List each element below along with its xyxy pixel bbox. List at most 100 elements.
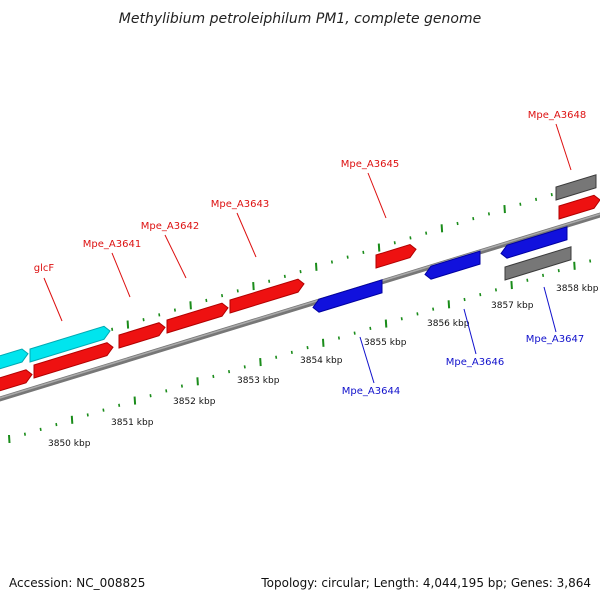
- inner-major-tick: [259, 357, 262, 367]
- tick-label: 3854 kbp: [300, 356, 343, 366]
- outer-minor-tick: [268, 279, 271, 283]
- gene-label[interactable]: glcF: [34, 263, 55, 274]
- inner-minor-tick: [557, 268, 560, 273]
- outer-minor-tick: [456, 221, 459, 226]
- genome-backbone-highlight: [0, 213, 600, 399]
- inner-minor-tick: [290, 350, 293, 355]
- inner-major-tick: [573, 261, 576, 270]
- gene-leader-line: [359, 336, 375, 384]
- gene-label[interactable]: Mpe_A3643: [211, 199, 269, 210]
- inner-minor-tick: [243, 365, 246, 369]
- outer-minor-tick: [550, 192, 553, 197]
- inner-major-tick: [196, 377, 199, 386]
- inner-minor-tick: [589, 259, 592, 263]
- gene-arrow[interactable]: [118, 322, 166, 349]
- gene-label[interactable]: Mpe_A3647: [526, 334, 584, 345]
- outer-major-tick: [503, 204, 506, 214]
- gene-arrow[interactable]: [312, 279, 383, 313]
- outer-minor-tick: [158, 313, 161, 317]
- gene-arrow[interactable]: [0, 369, 33, 392]
- outer-major-tick: [126, 320, 130, 329]
- outer-major-tick: [440, 224, 444, 233]
- gene-arrow[interactable]: [424, 250, 481, 280]
- map-title: Methylibium petroleiphilum PM1, complete…: [119, 11, 481, 27]
- inner-minor-tick: [542, 273, 545, 278]
- accession-text: Accession: NC_008825: [9, 576, 145, 590]
- tick-label: 3853 kbp: [237, 376, 280, 386]
- outer-major-tick: [315, 262, 318, 271]
- inner-major-tick: [510, 280, 513, 290]
- outer-minor-tick: [221, 293, 224, 298]
- gene-leader-line: [555, 123, 572, 171]
- gene-leader-line: [543, 286, 557, 333]
- gene-label[interactable]: Mpe_A3641: [83, 239, 141, 250]
- inner-major-tick: [447, 300, 451, 309]
- gene-leader-line: [43, 277, 63, 322]
- gene-arrow[interactable]: [0, 348, 29, 370]
- outer-minor-tick: [487, 212, 490, 216]
- gene-label[interactable]: Mpe_A3645: [341, 159, 399, 170]
- outer-minor-tick: [409, 236, 412, 240]
- outer-minor-tick: [111, 327, 114, 331]
- inner-minor-tick: [149, 394, 152, 398]
- inner-minor-tick: [479, 293, 482, 297]
- gene-leader-line: [367, 172, 387, 219]
- genome-backbone: [0, 212, 600, 402]
- gene-leader-line: [236, 212, 257, 258]
- gene-label[interactable]: Mpe_A3642: [141, 221, 199, 232]
- inner-minor-tick: [400, 317, 403, 321]
- tick-label: 3851 kbp: [111, 418, 154, 428]
- inner-minor-tick: [337, 336, 340, 340]
- outer-major-tick: [252, 281, 255, 291]
- inner-minor-tick: [275, 355, 278, 359]
- inner-minor-tick: [369, 326, 372, 330]
- gene-arrow[interactable]: [33, 342, 114, 379]
- gene-arrow[interactable]: [29, 325, 111, 363]
- inner-minor-tick: [212, 374, 215, 379]
- tick-label: 3857 kbp: [491, 301, 534, 311]
- gene-arrow[interactable]: [504, 246, 572, 281]
- tick-label: 3855 kbp: [364, 338, 407, 348]
- outer-minor-tick: [393, 241, 396, 245]
- gene-leader-line: [463, 308, 477, 355]
- inner-minor-tick: [23, 432, 26, 436]
- outer-minor-tick: [362, 250, 365, 254]
- gene-label[interactable]: Mpe_A3648: [528, 110, 586, 121]
- inner-major-tick: [70, 415, 74, 424]
- tick-label: 3858 kbp: [556, 284, 599, 294]
- inner-major-tick: [322, 338, 325, 347]
- gene-label[interactable]: Mpe_A3646: [446, 357, 504, 368]
- gene-label[interactable]: Mpe_A3644: [342, 386, 400, 397]
- outer-minor-tick: [425, 231, 428, 235]
- inner-major-tick: [384, 319, 388, 328]
- inner-minor-tick: [86, 413, 89, 417]
- gene-arrow[interactable]: [555, 174, 597, 201]
- gene-arrow[interactable]: [500, 226, 568, 259]
- genome-stats-text: Topology: circular; Length: 4,044,195 bp…: [260, 576, 591, 590]
- inner-minor-tick: [416, 312, 419, 316]
- inner-minor-tick: [526, 278, 529, 282]
- tick-track-inner: [8, 259, 592, 444]
- gene-arrow[interactable]: [375, 244, 417, 269]
- inner-minor-tick: [39, 427, 42, 432]
- gene-leader-line: [111, 252, 131, 298]
- inner-minor-tick: [55, 422, 58, 427]
- outer-minor-tick: [283, 274, 286, 279]
- outer-major-tick: [189, 301, 192, 310]
- outer-minor-tick: [519, 202, 522, 206]
- gene-leader-line: [164, 234, 187, 279]
- inner-major-tick: [8, 434, 11, 444]
- inner-minor-tick: [306, 345, 309, 350]
- gene-arrow[interactable]: [166, 302, 229, 334]
- gene-arrow[interactable]: [229, 278, 305, 314]
- gene-arrow[interactable]: [558, 194, 600, 220]
- inner-minor-tick: [180, 384, 183, 388]
- gene-track: [0, 174, 600, 392]
- outer-minor-tick: [535, 197, 538, 202]
- tick-label: 3852 kbp: [173, 397, 216, 407]
- inner-minor-tick: [228, 369, 231, 374]
- tick-label: 3850 kbp: [48, 439, 91, 449]
- tick-labels: 3850 kbp 3851 kbp 3852 kbp 3853 kbp 3854 kbp…: [48, 284, 599, 449]
- tick-label: 3856 kbp: [427, 319, 470, 329]
